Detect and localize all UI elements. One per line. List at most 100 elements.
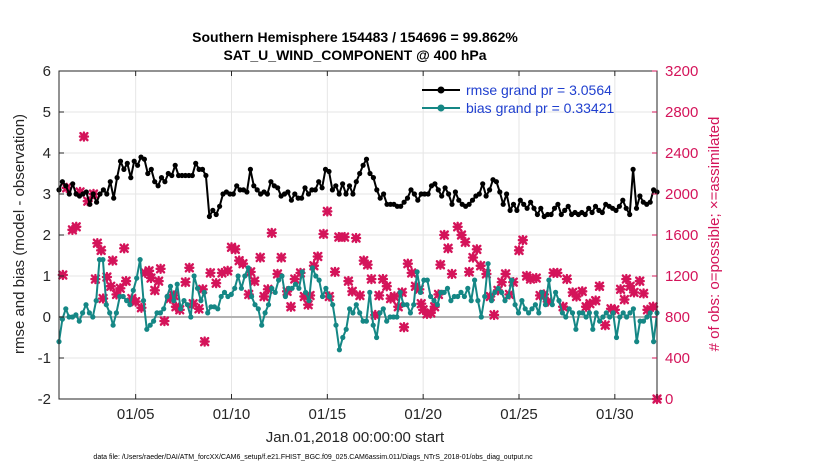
obs-marker-96 <box>433 289 444 300</box>
bias-point-176 <box>651 339 657 345</box>
bias-point-122 <box>468 298 474 304</box>
rmse-point-100 <box>398 203 404 209</box>
bias-point-17 <box>113 310 119 316</box>
obs-marker-54 <box>272 268 283 280</box>
bias-point-55 <box>242 273 248 279</box>
obs-marker-21 <box>136 302 147 313</box>
bias-point-93 <box>370 322 376 328</box>
obs-marker-144 <box>638 288 649 299</box>
obs-marker-24 <box>145 272 157 284</box>
obs-marker-28 <box>159 315 170 327</box>
obs-marker-37 <box>197 284 208 295</box>
rmse-point-83 <box>340 181 346 187</box>
rmse-point-43 <box>203 172 209 179</box>
rmse-point-105 <box>415 197 421 203</box>
obs-marker-106 <box>471 244 483 255</box>
obs-marker-101 <box>452 221 463 232</box>
rmse-point-159 <box>599 209 605 216</box>
bias-point-52 <box>232 285 238 291</box>
obs-marker-60 <box>299 291 310 302</box>
rmse-point-81 <box>333 183 339 189</box>
y-tick-label-3: 1 <box>43 268 51 285</box>
rmse-point-19 <box>121 166 127 172</box>
rmse-point-33 <box>169 172 175 179</box>
bias-point-159 <box>593 310 599 316</box>
rmse-point-94 <box>377 195 383 201</box>
bias-point-121 <box>465 285 471 291</box>
bias-point-111 <box>431 298 437 304</box>
bias-point-59 <box>255 306 261 312</box>
bias-point-173 <box>640 318 647 324</box>
rmse-point-120 <box>466 201 472 207</box>
bias-point-32 <box>164 293 170 300</box>
bias-point-133 <box>505 293 511 300</box>
obs-marker-105 <box>467 252 479 263</box>
bias-point-77 <box>316 277 322 283</box>
rmse-point-170 <box>637 193 643 199</box>
y-tick-label-7: 5 <box>43 104 51 121</box>
bias-point-27 <box>147 322 153 328</box>
bias-point-139 <box>526 310 532 316</box>
bias-point-21 <box>127 302 133 308</box>
bias-point-72 <box>299 269 305 275</box>
bias-point-175 <box>647 310 653 316</box>
obs-marker-69 <box>333 231 345 243</box>
obs-marker-5 <box>78 131 90 142</box>
bias-point-137 <box>519 298 525 304</box>
y-right-tick-label-7: 2800 <box>665 104 698 121</box>
obs-marker-17 <box>118 243 130 254</box>
rmse-point-146 <box>555 201 561 207</box>
bias-point-135 <box>512 302 518 308</box>
y-right-tick-label-8: 3200 <box>665 63 698 80</box>
rmse-point-20 <box>124 160 130 166</box>
bias-point-63 <box>269 285 275 291</box>
obs-marker-133 <box>590 295 601 306</box>
obs-marker-137 <box>609 304 621 316</box>
bias-point-171 <box>634 339 640 345</box>
obs-marker-71 <box>343 275 354 287</box>
obs-marker-57 <box>285 301 297 312</box>
rmse-point-93 <box>374 187 380 193</box>
bias-point-38 <box>184 302 190 308</box>
rmse-point-117 <box>456 197 462 203</box>
rmse-point-40 <box>193 160 199 166</box>
y-right-tick-label-5: 2000 <box>665 186 698 203</box>
x-axis-ticks: 01/05 01/10 01/15 01/20 01/25 01/30 <box>117 71 634 423</box>
y-axis-left-ticks: -2 -1 0 1 2 3 4 5 6 <box>38 63 64 408</box>
rmse-point-51 <box>230 191 236 197</box>
rmse-point-155 <box>586 205 592 211</box>
bias-point-56 <box>245 265 251 271</box>
bias-point-150 <box>563 314 569 320</box>
obs-marker-135 <box>600 320 611 331</box>
obs-marker-68 <box>329 266 341 278</box>
bias-point-30 <box>157 310 163 316</box>
rmse-point-1 <box>59 179 65 185</box>
bias-point-11 <box>93 298 99 304</box>
bias-point-116 <box>448 298 454 304</box>
rmse-point-139 <box>531 205 537 211</box>
obs-marker-12 <box>101 271 113 283</box>
obs-marker-95 <box>429 301 440 312</box>
bias-point-166 <box>617 314 623 320</box>
bias-point-70 <box>292 281 299 287</box>
obs-marker-110 <box>488 309 500 321</box>
bias-point-10 <box>90 314 96 320</box>
x-tick-label-0: 01/05 <box>117 406 155 423</box>
y-right-tick-label-2: 800 <box>665 309 690 326</box>
obs-marker-22 <box>140 267 151 279</box>
rmse-point-149 <box>565 203 571 209</box>
bias-point-40 <box>191 273 197 279</box>
bias-point-80 <box>326 293 332 300</box>
obs-marker-138 <box>615 284 626 295</box>
rmse-point-18 <box>117 158 124 164</box>
bias-point-37 <box>181 298 187 304</box>
rmse-point-46 <box>213 211 219 218</box>
y-tick-label-4: 2 <box>43 227 51 244</box>
y-axis-right-ticks: 0 400 800 1200 1600 2000 2400 2800 3200 <box>652 63 698 408</box>
bias-point-96 <box>380 306 386 312</box>
obs-marker-61 <box>302 299 314 310</box>
rmse-point-173 <box>647 199 653 205</box>
bias-point-124 <box>475 298 481 304</box>
bias-point-79 <box>323 285 329 291</box>
obs-marker-58 <box>289 273 300 285</box>
